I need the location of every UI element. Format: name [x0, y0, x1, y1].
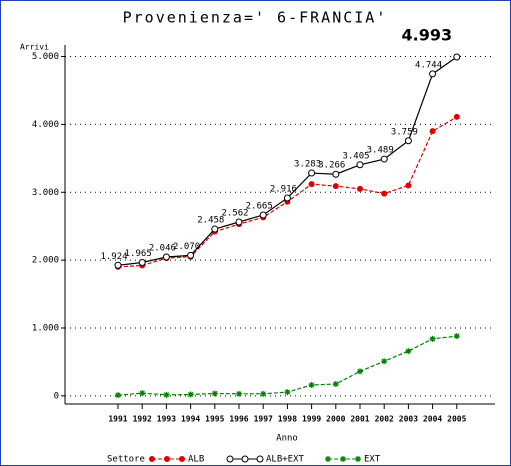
- point: [357, 368, 363, 375]
- point: [325, 456, 331, 462]
- point: [260, 390, 267, 397]
- data-label: 2.665: [246, 201, 273, 211]
- data-label: 2.046: [149, 244, 176, 254]
- point: [429, 335, 436, 342]
- legend-title: Settore: [107, 455, 145, 465]
- x-tick-label: 1995: [205, 415, 224, 424]
- x-tick-label: 1994: [181, 415, 200, 424]
- point: [149, 456, 155, 462]
- point: [164, 456, 170, 462]
- point: [332, 183, 339, 190]
- point: [308, 181, 315, 188]
- point: [332, 380, 339, 387]
- data-label: 1.965: [125, 249, 152, 259]
- x-tick-label: 2005: [447, 415, 466, 424]
- series-line: [117, 335, 457, 396]
- point: [355, 456, 361, 462]
- x-axis-label: Anno: [276, 434, 298, 444]
- point: [139, 390, 146, 397]
- series-line: [117, 56, 458, 266]
- point: [284, 389, 291, 396]
- point: [187, 251, 195, 259]
- point: [381, 358, 388, 365]
- data-label: 3.759: [391, 127, 418, 137]
- y-tick-label: 5.000: [32, 52, 59, 62]
- point: [453, 333, 460, 340]
- y-tick-label: 1.000: [32, 323, 59, 333]
- point: [235, 218, 243, 226]
- data-label: 2.070: [173, 242, 200, 252]
- x-tick-label: 2002: [375, 415, 394, 424]
- point: [115, 392, 121, 399]
- data-label: 3.405: [342, 151, 369, 161]
- data-label: 3.266: [318, 161, 345, 171]
- point: [405, 182, 412, 189]
- point: [283, 194, 291, 202]
- x-tick-label: 1993: [157, 415, 176, 424]
- point: [404, 137, 412, 145]
- data-label: 3.283: [294, 160, 321, 170]
- point: [453, 53, 461, 61]
- x-tick-label: 1992: [133, 415, 152, 424]
- point: [308, 169, 316, 177]
- x-tick-label: 1999: [302, 415, 321, 424]
- data-label: 2.458: [197, 216, 224, 226]
- point: [138, 259, 146, 267]
- point: [162, 253, 170, 261]
- point: [308, 381, 315, 388]
- point: [187, 391, 194, 398]
- y-tick-label: 3.000: [32, 188, 59, 198]
- y-tick-label: 4.000: [32, 120, 59, 130]
- point: [236, 390, 242, 397]
- point: [340, 456, 346, 462]
- data-label: 1.924: [100, 252, 127, 262]
- data-label: 2.562: [221, 208, 248, 218]
- x-tick-label: 2001: [350, 415, 369, 424]
- legend-label: ALB: [188, 455, 204, 465]
- x-tick-label: 2003: [399, 415, 418, 424]
- y-tick-label: 2.000: [32, 256, 59, 266]
- x-tick-label: 2004: [423, 415, 442, 424]
- point: [211, 390, 218, 397]
- data-label: 4.993: [401, 26, 452, 45]
- point: [114, 261, 122, 269]
- x-tick-label: 2000: [326, 415, 345, 424]
- legend-label: ALB+EXT: [266, 455, 305, 465]
- point: [226, 455, 234, 463]
- point: [179, 456, 185, 462]
- y-tick-label: 0: [54, 391, 59, 401]
- point: [453, 113, 460, 120]
- x-tick-label: 1991: [108, 415, 127, 424]
- x-tick-label: 1998: [278, 415, 297, 424]
- point: [256, 455, 264, 463]
- data-label: 3.489: [367, 146, 394, 156]
- data-label: 2.916: [270, 184, 297, 194]
- point: [211, 225, 219, 233]
- point: [259, 211, 267, 219]
- x-tick-label: 1997: [254, 415, 273, 424]
- point: [241, 455, 249, 463]
- y-axis-label: Arrivi: [20, 43, 49, 52]
- legend-label: EXT: [364, 455, 381, 465]
- point: [357, 185, 363, 192]
- point: [163, 391, 170, 398]
- point: [429, 128, 436, 135]
- point: [429, 70, 437, 78]
- point: [356, 161, 364, 169]
- chart-title: Provenienza=' 6-FRANCIA': [123, 9, 388, 27]
- data-label: 4.744: [415, 60, 442, 70]
- x-tick-label: 1996: [229, 415, 248, 424]
- point: [405, 348, 412, 355]
- point: [380, 155, 388, 163]
- point: [332, 170, 340, 178]
- point: [381, 190, 388, 197]
